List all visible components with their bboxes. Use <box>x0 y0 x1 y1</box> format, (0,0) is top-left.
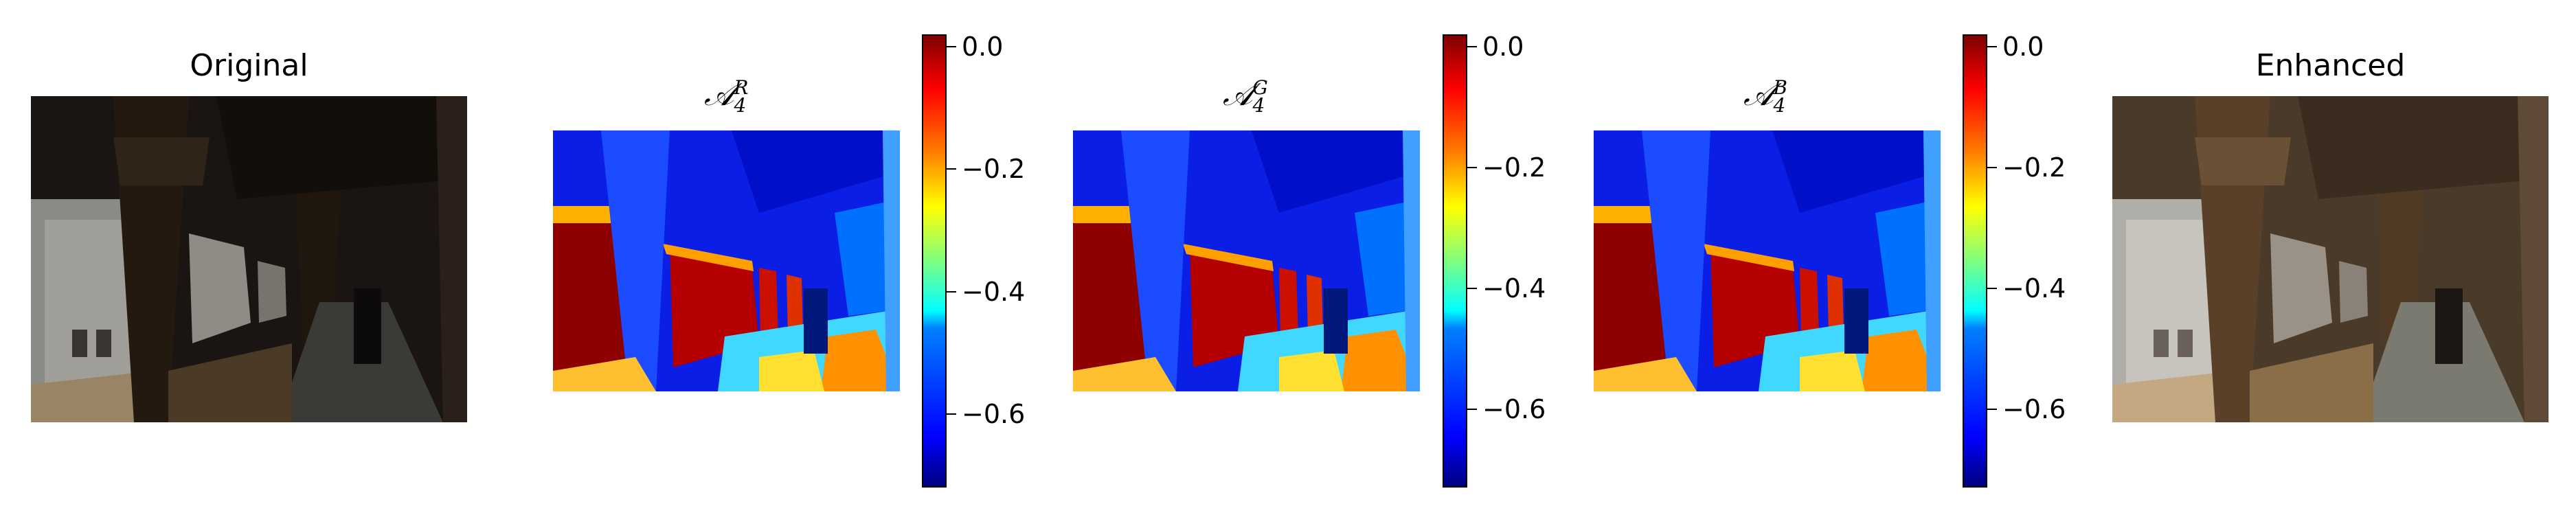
a4g-title-base: 𝒜 <box>1223 76 1253 113</box>
a4r-colorbar-tick <box>947 168 956 170</box>
a4g-colorbar-tick <box>1467 287 1477 289</box>
enhanced-image <box>2112 96 2549 422</box>
a4r-colorbar-tick-label: −0.4 <box>962 276 1026 307</box>
a4r-colorbar-tick-label: −0.2 <box>962 154 1026 185</box>
original-image <box>31 96 467 422</box>
a4r-title-sub: 4 <box>734 94 747 117</box>
a4g-title: 𝒜4G <box>1223 76 1268 117</box>
a4r-heatmap <box>553 130 900 391</box>
a4g-colorbar-tick <box>1467 408 1477 410</box>
a4b-title-base: 𝒜 <box>1743 76 1774 113</box>
a4b-colorbar-tick <box>1987 45 1997 47</box>
a4b-colorbar-tick <box>1987 408 1997 410</box>
a4b-heatmap <box>1594 130 1941 391</box>
a4g-colorbar-tick <box>1467 166 1477 168</box>
a4b-title-sub: 4 <box>1773 94 1786 117</box>
a4b-colorbar-tick-label: −0.4 <box>2002 273 2066 304</box>
a4b-colorbar-tick-label: 0.0 <box>2002 31 2044 62</box>
a4r-title-base: 𝒜 <box>704 76 734 113</box>
a4g-colorbar <box>1443 34 1467 488</box>
a4g-colorbar-tick-label: −0.4 <box>1482 273 1546 304</box>
a4b-title: 𝒜4B <box>1743 76 1787 117</box>
a4r-colorbar <box>922 34 947 488</box>
a4b-colorbar-tick <box>1987 166 1997 168</box>
a4g-colorbar-tick-label: 0.0 <box>1482 31 1524 62</box>
a4g-colorbar-tick <box>1467 45 1477 47</box>
a4g-colorbar-tick-label: −0.2 <box>1482 152 1546 183</box>
a4r-colorbar-tick <box>947 45 956 47</box>
a4b-colorbar-tick <box>1987 287 1997 289</box>
a4r-colorbar-tick-label: −0.6 <box>962 398 1026 429</box>
a4b-colorbar-tick-label: −0.2 <box>2002 152 2066 183</box>
a4b-title-sup: B <box>1773 76 1787 99</box>
a4r-colorbar-tick <box>947 290 956 293</box>
a4r-title: 𝒜4R <box>704 76 748 117</box>
a4r-colorbar-tick <box>947 413 956 415</box>
a4b-colorbar <box>1963 34 1987 488</box>
a4g-colorbar-tick-label: −0.6 <box>1482 393 1546 424</box>
a4r-colorbar-tick-label: 0.0 <box>962 31 1004 62</box>
a4g-title-sup: G <box>1252 76 1268 99</box>
a4g-heatmap <box>1073 130 1420 391</box>
original-title: Original <box>190 48 308 83</box>
a4g-title-sub: 4 <box>1252 94 1265 117</box>
enhanced-title: Enhanced <box>2255 48 2406 83</box>
a4b-colorbar-tick-label: −0.6 <box>2002 393 2066 424</box>
a4r-title-sup: R <box>734 76 749 99</box>
